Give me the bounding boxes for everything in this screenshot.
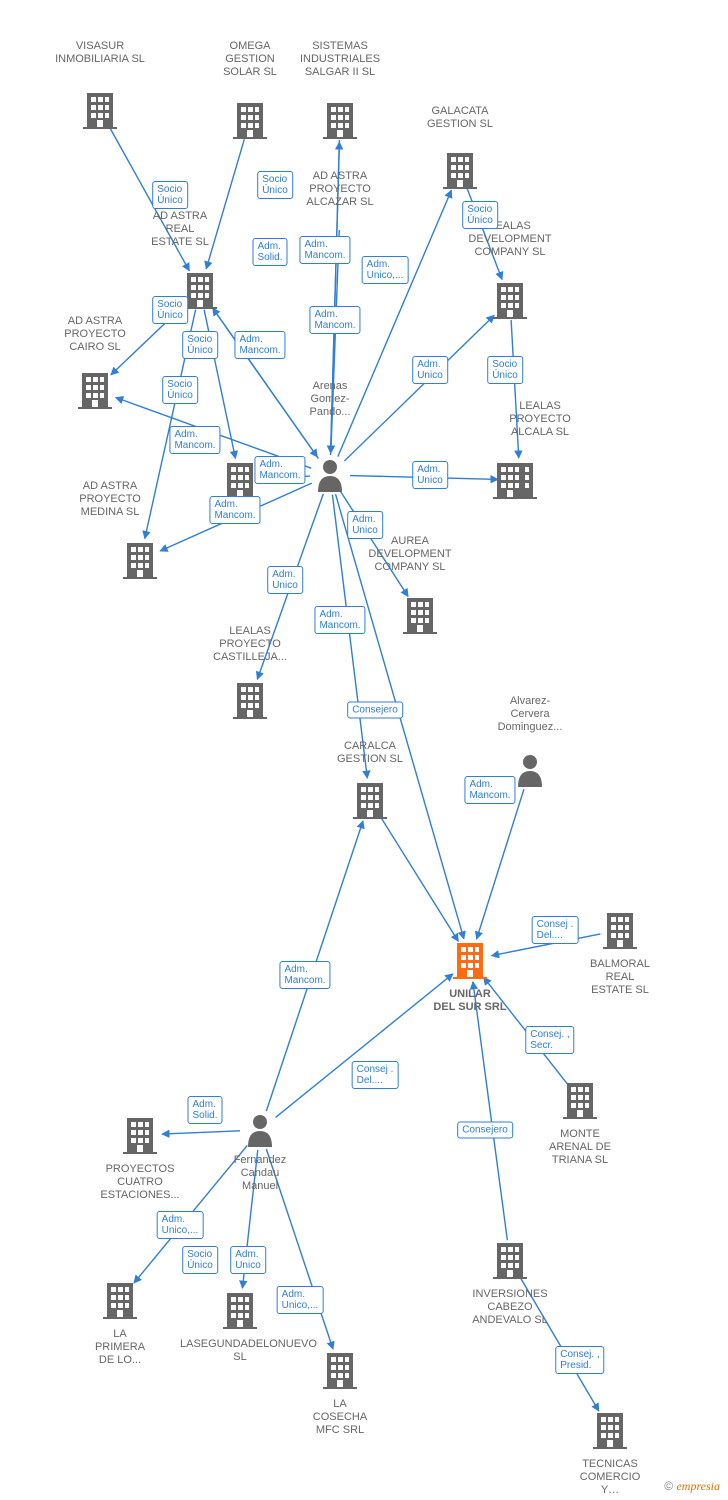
edge-label: Socio Único	[182, 331, 218, 359]
edge-label: Consej . Del....	[532, 916, 579, 944]
node-label: GALACATA GESTION SL	[400, 105, 520, 131]
edge-label: Adm. Unico	[412, 356, 448, 384]
node-label: BALMORAL REAL ESTATE SL	[560, 958, 680, 998]
node-label: LEALAS PROYECTO ALCALA SL	[480, 400, 600, 440]
node-label: LEALAS PROYECTO CASTILLEJA...	[190, 625, 310, 665]
edge-line	[477, 789, 524, 939]
node-label: TECNICAS COMERCIO Y…	[550, 1458, 670, 1498]
edge-label: Socio Único	[182, 1246, 218, 1274]
building-icon	[603, 911, 637, 949]
building-icon	[493, 1241, 527, 1279]
building-icon	[223, 1291, 257, 1329]
edge-label: Socio Único	[152, 181, 188, 209]
edge-label: Adm. Solid.	[252, 238, 287, 266]
node-label: AD ASTRA PROYECTO ALCAZAR SL	[280, 170, 400, 210]
node-label: LASEGUNDADELONUEVO SL	[180, 1338, 300, 1364]
node-label: PROYECTOS CUATRO ESTACIONES...	[80, 1163, 200, 1203]
edge-label: Consej . Del....	[352, 1061, 399, 1089]
node-label: LA PRIMERA DE LO...	[60, 1328, 180, 1368]
edge-label: Consej. , Secr.	[525, 1026, 574, 1054]
building-icon	[443, 151, 477, 189]
node-label: Arenas Gomez- Pando...	[270, 380, 390, 420]
building-icon	[83, 91, 117, 129]
edge-label: Adm. Unico,...	[277, 1286, 324, 1314]
edge-label: Adm. Unico	[267, 566, 303, 594]
building-icon	[78, 371, 112, 409]
building-icon	[123, 541, 157, 579]
building-icon	[453, 941, 487, 979]
building-icon	[233, 681, 267, 719]
node-label: Fernandez Candau Manuel	[200, 1154, 320, 1194]
edge-label: Socio Único	[257, 171, 293, 199]
node-label: VISASUR INMOBILIARIA SL	[40, 40, 160, 66]
building-icon	[103, 1281, 137, 1319]
edge-label: Adm. Mancom.	[279, 961, 330, 989]
edge-label: Adm. Mancom.	[169, 426, 220, 454]
building-icon	[353, 781, 387, 819]
edge-label: Adm. Mancom.	[299, 236, 350, 264]
edge-label: Socio Único	[487, 356, 523, 384]
edge-label: Adm. Unico	[347, 511, 383, 539]
edge-label: Socio Único	[152, 296, 188, 324]
node-label: LA COSECHA MFC SRL	[280, 1398, 400, 1438]
building-icon	[323, 101, 357, 139]
node-label: Alvarez- Cervera Dominguez...	[470, 695, 590, 735]
edge-label: Socio Único	[462, 201, 498, 229]
building-icon	[123, 1116, 157, 1154]
edge-label: Adm. Mancom.	[314, 606, 365, 634]
edge-label: Adm. Mancom.	[309, 306, 360, 334]
person-icon	[245, 1113, 275, 1147]
edge-label: Adm. Unico,...	[362, 256, 409, 284]
node-label: AUREA DEVELOPMENT COMPANY SL	[350, 535, 470, 575]
building-icon	[403, 596, 437, 634]
node-label: AD ASTRA PROYECTO MEDINA SL	[50, 480, 170, 520]
node-label: MONTE ARENAL DE TRIANA SL	[520, 1128, 640, 1168]
person-icon	[515, 753, 545, 787]
building-icon	[563, 1081, 597, 1119]
copyright-symbol: ©	[664, 1479, 673, 1493]
edge-label: Adm. Unico,...	[157, 1211, 204, 1239]
building-icon	[183, 271, 217, 309]
edge-label: Adm. Solid.	[187, 1096, 222, 1124]
building-icon	[593, 1411, 627, 1449]
edge-label: Adm. Mancom.	[254, 456, 305, 484]
edge-label: Adm. Mancom.	[234, 331, 285, 359]
building-icon	[493, 461, 527, 499]
building-icon	[323, 1351, 357, 1389]
edge-label: Adm. Unico	[230, 1246, 266, 1274]
edge-label: Consejero	[457, 1122, 513, 1139]
edge-line	[162, 1131, 240, 1134]
node-label: INVERSIONES CABEZO ANDEVALO SL	[450, 1288, 570, 1328]
node-label: SISTEMAS INDUSTRIALES SALGAR II SL	[280, 40, 400, 80]
edge-label: Adm. Mancom.	[209, 496, 260, 524]
building-icon	[493, 281, 527, 319]
edge-line	[473, 982, 507, 1240]
copyright: © empresia	[664, 1479, 720, 1494]
person-icon	[315, 458, 345, 492]
edge-label: Consej. , Presid.	[555, 1346, 604, 1374]
edge-label: Adm. Unico	[412, 461, 448, 489]
node-label: UNILAR DEL SUR SRL	[410, 988, 530, 1014]
node-label: AD ASTRA REAL ESTATE SL	[120, 210, 240, 250]
node-label: AD ASTRA PROYECTO CAIRO SL	[35, 315, 155, 355]
copyright-brand: empresia	[676, 1479, 720, 1493]
edge-label: Socio Único	[162, 376, 198, 404]
node-label: CARALCA GESTION SL	[310, 740, 430, 766]
building-icon	[223, 461, 257, 499]
edge-label: Adm. Mancom.	[464, 776, 515, 804]
edge-label: Consejero	[347, 702, 403, 719]
building-icon	[233, 101, 267, 139]
